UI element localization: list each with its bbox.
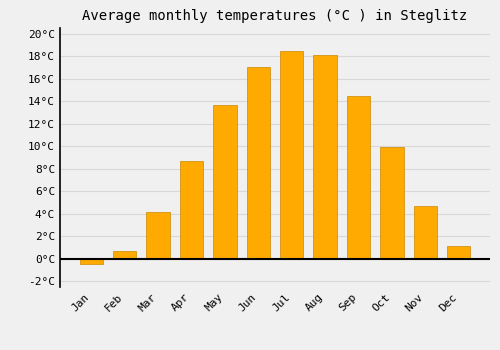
- Bar: [314, 55, 337, 259]
- Bar: [146, 211, 170, 259]
- Bar: [180, 161, 203, 259]
- Title: Average monthly temperatures (°C ) in Steglitz: Average monthly temperatures (°C ) in St…: [82, 9, 468, 23]
- Bar: [113, 251, 136, 259]
- Bar: [447, 246, 470, 259]
- Bar: [213, 105, 236, 259]
- Bar: [280, 50, 303, 259]
- Bar: [246, 68, 270, 259]
- Bar: [380, 147, 404, 259]
- Bar: [347, 96, 370, 259]
- Bar: [80, 259, 103, 265]
- Bar: [414, 206, 437, 259]
